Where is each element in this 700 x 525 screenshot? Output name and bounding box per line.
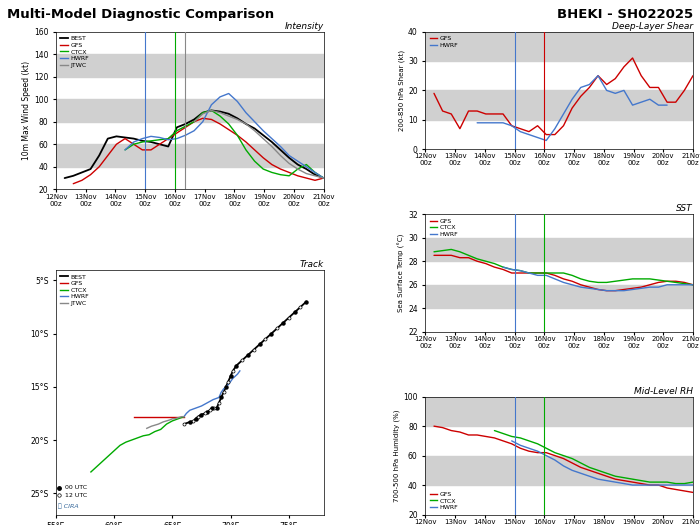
Bar <box>426 32 693 61</box>
Bar <box>426 397 693 426</box>
Text: BHEKI - SH022025: BHEKI - SH022025 <box>557 8 693 21</box>
Bar <box>426 238 693 261</box>
Text: Track: Track <box>300 260 323 269</box>
Legend: BEST, GFS, CTCX, HWRF, JTWC: BEST, GFS, CTCX, HWRF, JTWC <box>59 35 90 69</box>
Bar <box>426 90 693 120</box>
Bar <box>426 456 693 485</box>
Bar <box>56 54 323 77</box>
Y-axis label: Sea Surface Temp (°C): Sea Surface Temp (°C) <box>398 234 405 312</box>
Legend: GFS, HWRF: GFS, HWRF <box>428 35 460 49</box>
Legend: GFS, CTCX, HWRF: GFS, CTCX, HWRF <box>428 490 460 511</box>
Y-axis label: 700-500 hPa Humidity (%): 700-500 hPa Humidity (%) <box>394 410 400 502</box>
Text: Deep-Layer Shear: Deep-Layer Shear <box>612 22 693 31</box>
Legend: BEST, GFS, CTCX, HWRF, JTWC: BEST, GFS, CTCX, HWRF, JTWC <box>59 273 90 307</box>
Y-axis label: 10m Max Wind Speed (kt): 10m Max Wind Speed (kt) <box>22 61 31 160</box>
Text: 00 UTC: 00 UTC <box>65 486 88 490</box>
Y-axis label: 200-850 hPa Shear (kt): 200-850 hPa Shear (kt) <box>399 50 405 131</box>
Bar <box>56 99 323 122</box>
Bar <box>56 144 323 167</box>
Text: Mid-Level RH: Mid-Level RH <box>634 387 693 396</box>
Text: 12 UTC: 12 UTC <box>65 493 88 498</box>
Text: SST: SST <box>676 204 693 213</box>
Bar <box>426 285 693 308</box>
Legend: GFS, CTCX, HWRF: GFS, CTCX, HWRF <box>428 217 460 238</box>
Text: Multi-Model Diagnostic Comparison: Multi-Model Diagnostic Comparison <box>7 8 274 21</box>
Text: Intensity: Intensity <box>284 22 323 31</box>
Text: ⛄ CIRA: ⛄ CIRA <box>58 503 79 509</box>
